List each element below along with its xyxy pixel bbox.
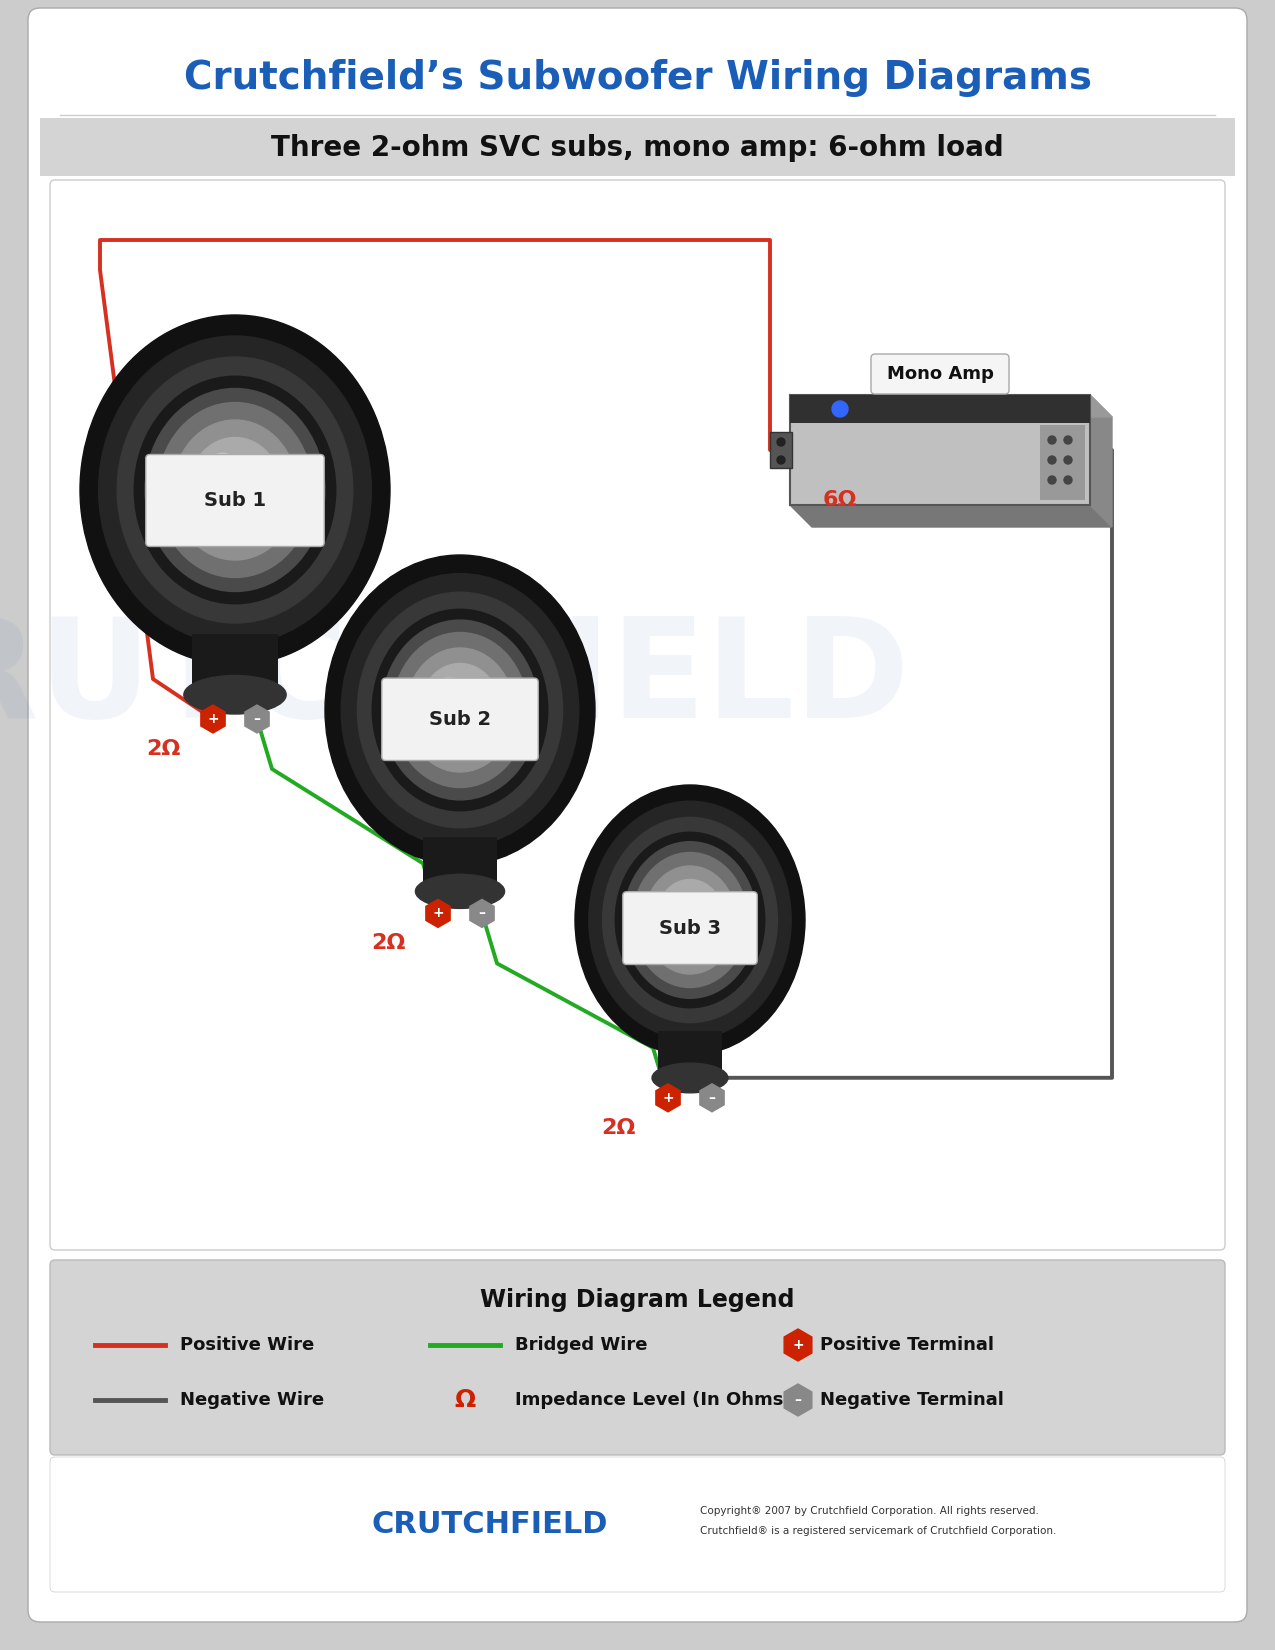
Ellipse shape <box>674 903 705 937</box>
Ellipse shape <box>189 437 282 543</box>
Text: 2Ω: 2Ω <box>601 1117 635 1138</box>
Circle shape <box>1048 436 1056 444</box>
Text: Sub 2: Sub 2 <box>428 710 491 729</box>
FancyBboxPatch shape <box>871 355 1009 394</box>
Ellipse shape <box>442 690 478 731</box>
Ellipse shape <box>644 866 736 973</box>
Bar <box>40 119 1235 177</box>
Circle shape <box>1048 455 1056 464</box>
Bar <box>790 394 1090 422</box>
Text: –: – <box>709 1091 715 1106</box>
Circle shape <box>776 437 785 446</box>
Polygon shape <box>1090 394 1112 526</box>
Text: Mono Amp: Mono Amp <box>886 365 993 383</box>
Ellipse shape <box>655 879 724 960</box>
FancyBboxPatch shape <box>28 8 1247 1622</box>
Circle shape <box>1065 455 1072 464</box>
Ellipse shape <box>215 467 255 513</box>
Bar <box>658 1031 722 1077</box>
Text: Crutchfield® is a registered servicemark of Crutchfield Corporation.: Crutchfield® is a registered servicemark… <box>700 1526 1057 1536</box>
Ellipse shape <box>437 678 462 696</box>
Circle shape <box>833 401 848 417</box>
Text: –: – <box>478 906 486 921</box>
Ellipse shape <box>381 620 538 800</box>
Text: +: + <box>662 1091 673 1106</box>
FancyBboxPatch shape <box>381 678 538 761</box>
Ellipse shape <box>145 388 325 591</box>
Text: CRUTCHFIELD: CRUTCHFIELD <box>372 1510 608 1539</box>
FancyBboxPatch shape <box>145 454 324 546</box>
Ellipse shape <box>419 663 501 756</box>
Ellipse shape <box>173 421 297 559</box>
Ellipse shape <box>434 680 487 741</box>
Ellipse shape <box>632 853 747 987</box>
Text: Wiring Diagram Legend: Wiring Diagram Legend <box>481 1289 794 1312</box>
Text: Copyright® 2007 by Crutchfield Corporation. All rights reserved.: Copyright® 2007 by Crutchfield Corporati… <box>700 1505 1039 1515</box>
Bar <box>770 432 792 469</box>
Text: +: + <box>432 906 444 921</box>
Polygon shape <box>790 394 1112 417</box>
Text: –: – <box>794 1393 802 1407</box>
FancyBboxPatch shape <box>622 891 757 965</box>
Ellipse shape <box>134 376 335 604</box>
Text: Bridged Wire: Bridged Wire <box>515 1336 648 1355</box>
Bar <box>1040 426 1085 500</box>
Ellipse shape <box>357 592 562 828</box>
Text: Impedance Level (In Ohms): Impedance Level (In Ohms) <box>515 1391 792 1409</box>
Text: Crutchfield’s Subwoofer Wiring Diagrams: Crutchfield’s Subwoofer Wiring Diagrams <box>184 59 1091 97</box>
Circle shape <box>1065 475 1072 483</box>
Text: CRUTCHFIELD: CRUTCHFIELD <box>0 612 910 747</box>
Ellipse shape <box>623 842 756 998</box>
Ellipse shape <box>667 893 713 947</box>
Text: Sub 3: Sub 3 <box>659 919 720 937</box>
Polygon shape <box>790 505 1112 526</box>
Text: Three 2-ohm SVC subs, mono amp: 6-ohm load: Three 2-ohm SVC subs, mono amp: 6-ohm lo… <box>272 134 1003 162</box>
Ellipse shape <box>209 454 237 474</box>
Ellipse shape <box>80 315 390 665</box>
Text: Sub 1: Sub 1 <box>204 492 266 510</box>
Ellipse shape <box>117 356 353 624</box>
Circle shape <box>1048 475 1056 483</box>
Text: 6Ω: 6Ω <box>822 490 857 510</box>
Text: Negative Wire: Negative Wire <box>180 1391 324 1409</box>
Ellipse shape <box>372 609 548 810</box>
FancyBboxPatch shape <box>50 1457 1225 1592</box>
FancyBboxPatch shape <box>50 180 1225 1251</box>
Text: Negative Terminal: Negative Terminal <box>820 1391 1003 1409</box>
Bar <box>423 837 497 891</box>
Circle shape <box>1065 436 1072 444</box>
Ellipse shape <box>671 891 691 908</box>
Ellipse shape <box>325 554 595 865</box>
Ellipse shape <box>405 648 514 772</box>
Ellipse shape <box>184 675 286 714</box>
Ellipse shape <box>416 874 505 909</box>
Bar <box>790 394 1090 505</box>
Ellipse shape <box>575 785 805 1054</box>
Text: +: + <box>207 713 219 726</box>
Ellipse shape <box>616 832 765 1008</box>
Ellipse shape <box>603 817 778 1023</box>
Text: 2Ω: 2Ω <box>145 739 180 759</box>
Ellipse shape <box>204 455 266 525</box>
Text: +: + <box>792 1338 803 1351</box>
Ellipse shape <box>589 802 792 1040</box>
Text: Ω: Ω <box>454 1388 476 1412</box>
Ellipse shape <box>223 475 247 503</box>
Ellipse shape <box>158 403 312 578</box>
Ellipse shape <box>449 698 470 723</box>
Text: Positive Terminal: Positive Terminal <box>820 1336 994 1355</box>
Ellipse shape <box>342 574 579 846</box>
Text: –: – <box>254 713 260 726</box>
Ellipse shape <box>652 1063 728 1092</box>
FancyBboxPatch shape <box>50 1261 1225 1455</box>
Ellipse shape <box>98 337 371 644</box>
Text: 2Ω: 2Ω <box>371 934 405 954</box>
Text: Positive Wire: Positive Wire <box>180 1336 314 1355</box>
Ellipse shape <box>393 632 528 787</box>
Circle shape <box>776 455 785 464</box>
Bar <box>193 634 278 695</box>
Ellipse shape <box>681 909 699 931</box>
